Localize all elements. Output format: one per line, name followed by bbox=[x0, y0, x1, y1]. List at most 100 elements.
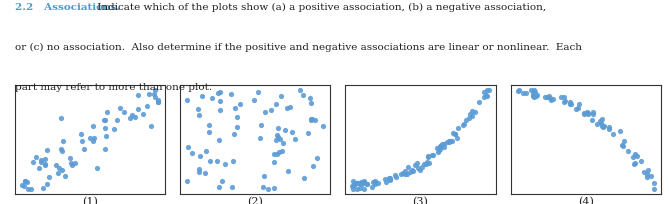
Point bbox=[608, 133, 619, 136]
Point bbox=[398, 172, 409, 175]
Point bbox=[385, 178, 395, 181]
Point bbox=[420, 162, 431, 166]
Point bbox=[520, 92, 531, 96]
Point bbox=[144, 93, 155, 97]
Point bbox=[33, 167, 44, 170]
Point bbox=[98, 119, 109, 122]
Point bbox=[187, 152, 197, 155]
Point bbox=[596, 118, 607, 122]
Point bbox=[203, 123, 214, 126]
Point bbox=[597, 125, 607, 128]
Point bbox=[355, 186, 365, 189]
Point bbox=[306, 118, 316, 121]
Point bbox=[307, 164, 318, 167]
Point bbox=[448, 131, 459, 135]
Point bbox=[529, 96, 540, 100]
Point bbox=[214, 186, 225, 189]
Point bbox=[444, 140, 454, 143]
Point bbox=[358, 187, 369, 190]
Point bbox=[407, 169, 418, 172]
Point bbox=[200, 172, 211, 175]
Point bbox=[304, 97, 315, 100]
Point bbox=[400, 173, 411, 176]
Point bbox=[197, 94, 207, 98]
Point bbox=[193, 171, 204, 174]
Point bbox=[39, 163, 50, 167]
Point bbox=[428, 154, 439, 157]
Point bbox=[273, 151, 284, 154]
Point bbox=[203, 131, 214, 134]
Text: Indicate which of the plots show (a) a positive association, (b) a negative asso: Indicate which of the plots show (a) a p… bbox=[94, 3, 546, 12]
Point bbox=[181, 179, 192, 183]
Point bbox=[142, 105, 153, 108]
Point bbox=[436, 145, 446, 148]
Point bbox=[205, 159, 216, 162]
Point bbox=[559, 96, 569, 99]
Point bbox=[226, 185, 237, 188]
Point bbox=[560, 100, 571, 103]
Point bbox=[182, 99, 193, 102]
Point bbox=[258, 175, 269, 178]
Point bbox=[99, 127, 110, 130]
Point bbox=[592, 123, 603, 126]
Point bbox=[351, 181, 362, 185]
Point bbox=[529, 90, 540, 94]
Point bbox=[630, 153, 640, 156]
Point bbox=[150, 89, 161, 92]
Point bbox=[282, 107, 292, 110]
Point bbox=[642, 173, 652, 176]
Point bbox=[351, 181, 361, 184]
Point bbox=[528, 94, 539, 97]
Point bbox=[306, 101, 316, 105]
Point bbox=[16, 184, 27, 187]
Point bbox=[217, 179, 227, 182]
Point bbox=[512, 90, 523, 93]
Point bbox=[636, 160, 646, 163]
Point bbox=[269, 153, 280, 156]
Point bbox=[566, 103, 577, 106]
Point bbox=[434, 149, 444, 152]
Point bbox=[529, 89, 539, 93]
Point bbox=[269, 186, 280, 190]
Point bbox=[565, 101, 576, 105]
Point bbox=[418, 162, 429, 165]
Point bbox=[50, 163, 61, 167]
Point bbox=[351, 182, 362, 185]
Point bbox=[460, 119, 471, 122]
Point bbox=[405, 170, 415, 173]
Point bbox=[619, 140, 630, 143]
Point bbox=[282, 169, 293, 172]
Point bbox=[383, 176, 394, 179]
Point bbox=[228, 159, 239, 162]
Point bbox=[571, 108, 581, 111]
Point bbox=[355, 183, 365, 186]
Point bbox=[355, 182, 366, 185]
Point bbox=[118, 111, 129, 114]
Point bbox=[391, 175, 401, 178]
Point bbox=[275, 95, 286, 99]
Point bbox=[277, 142, 288, 145]
Point bbox=[352, 187, 363, 190]
Point bbox=[436, 143, 447, 146]
Point bbox=[531, 94, 542, 97]
Point bbox=[207, 96, 217, 100]
Point bbox=[310, 119, 320, 122]
Point bbox=[132, 108, 143, 111]
X-axis label: (4): (4) bbox=[578, 196, 594, 204]
Point bbox=[361, 183, 372, 186]
Point bbox=[193, 108, 203, 112]
Point bbox=[112, 119, 122, 122]
Point bbox=[89, 137, 100, 140]
Point bbox=[287, 131, 298, 134]
Point bbox=[272, 152, 282, 156]
Point bbox=[115, 106, 126, 110]
Point bbox=[423, 162, 434, 165]
Point bbox=[43, 175, 54, 178]
Point bbox=[23, 187, 33, 191]
Point bbox=[543, 95, 554, 99]
Point bbox=[153, 99, 163, 102]
X-axis label: (2): (2) bbox=[248, 196, 263, 204]
Point bbox=[646, 175, 657, 178]
Point bbox=[27, 161, 38, 164]
Point bbox=[407, 169, 417, 172]
